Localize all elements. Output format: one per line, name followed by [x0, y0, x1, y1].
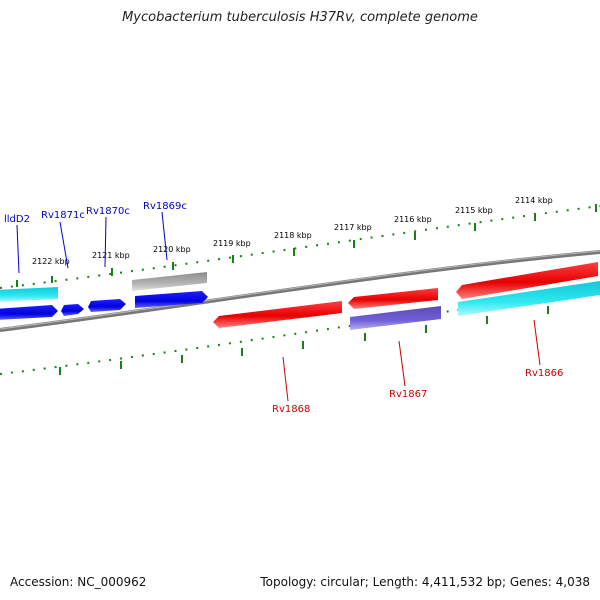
- kbp-label-2116: 2116 kbp: [394, 215, 432, 224]
- gene-feature-gray[interactable]: [132, 272, 207, 291]
- kbp-label-2117: 2117 kbp: [334, 223, 372, 232]
- chromosome-backbone-highlight: [0, 250, 600, 330]
- accession-text: Accession: NC_000962: [10, 575, 147, 589]
- gene-label-Rv1866[interactable]: Rv1866: [525, 368, 563, 379]
- kbp-label-2119: 2119 kbp: [213, 239, 251, 248]
- kbp-label-2118: 2118 kbp: [274, 231, 312, 240]
- gene-lldD2[interactable]: [0, 305, 58, 320]
- chromosome-backbone: [0, 250, 600, 332]
- gene-Rv1871c[interactable]: [61, 304, 84, 316]
- map-title: Mycobacterium tuberculosis H37Rv, comple…: [122, 10, 478, 25]
- gene-Rv1868[interactable]: [213, 301, 342, 328]
- gene-Rv1866[interactable]: [456, 262, 598, 299]
- gene-label-Rv1870c[interactable]: Rv1870c: [86, 206, 130, 217]
- gene-label-Rv1868[interactable]: Rv1868: [272, 404, 310, 415]
- gene-feature-cyan-right[interactable]: [458, 281, 600, 316]
- kbp-label-2115: 2115 kbp: [455, 206, 493, 215]
- gene-Rv1867[interactable]: [348, 288, 438, 309]
- kbp-label-2120: 2120 kbp: [153, 245, 191, 254]
- gene-feature-cyan-left[interactable]: [0, 287, 58, 302]
- gene-label-Rv1867[interactable]: Rv1867: [389, 389, 427, 400]
- upper-tick-track: [0, 205, 600, 289]
- upper-major-ticks: [16, 204, 597, 287]
- gene-Rv1870c[interactable]: [88, 299, 126, 312]
- gene-leader-lines-top: [16, 211, 168, 274]
- lower-major-ticks: [59, 306, 549, 375]
- gene-feature-purple[interactable]: [350, 306, 441, 330]
- kbp-label-2122: 2122 kbp: [32, 257, 70, 266]
- gene-label-Rv1871c[interactable]: Rv1871c: [41, 210, 85, 221]
- gene-Rv1869c[interactable]: [135, 291, 208, 308]
- kbp-label-2114: 2114 kbp: [515, 196, 553, 205]
- kbp-label-2121: 2121 kbp: [92, 251, 130, 260]
- gene-label-Rv1869c[interactable]: Rv1869c: [143, 201, 187, 212]
- gene-label-lldD2[interactable]: lldD2: [4, 214, 30, 225]
- genome-summary-text: Topology: circular; Length: 4,411,532 bp…: [260, 575, 590, 589]
- gene-leader-lines-bottom: [282, 319, 541, 402]
